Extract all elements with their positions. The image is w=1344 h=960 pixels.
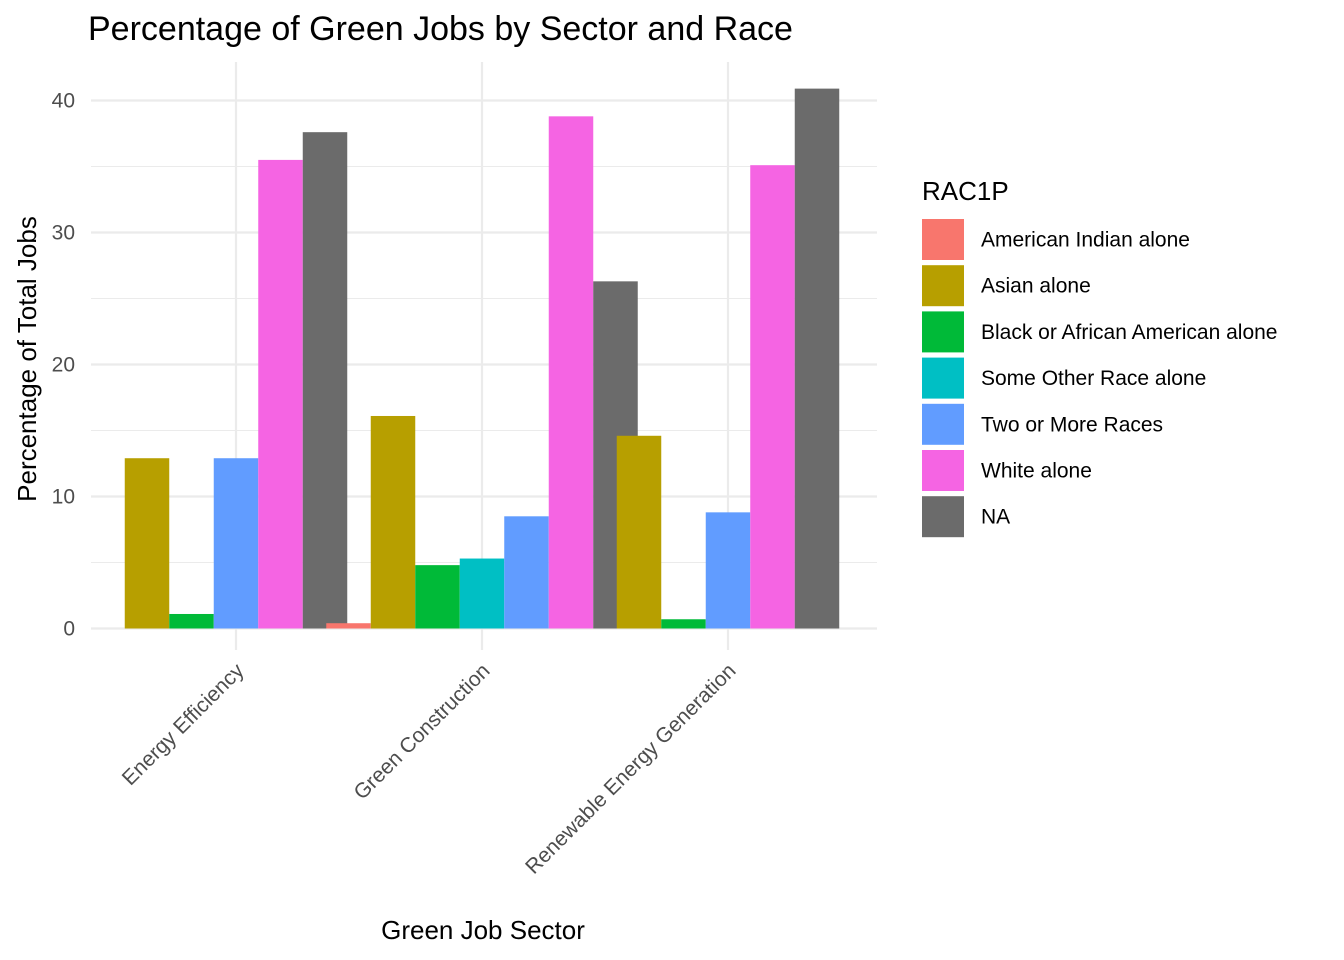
bar-energy-efficiency-asian-alone — [124, 458, 170, 629]
legend-key-two-or-more-races — [922, 403, 964, 445]
y-tick-label: 0 — [63, 618, 75, 641]
x-tick-label: Renewable Energy Generation — [521, 659, 740, 878]
legend-label: American Indian alone — [981, 229, 1190, 252]
legend-key-white-alone — [922, 450, 964, 491]
bar-energy-efficiency-white-alone — [258, 159, 303, 629]
bar-energy-efficiency-two-or-more-races — [213, 458, 259, 629]
y-tick-label: 40 — [52, 90, 75, 113]
x-axis-title: Green Job Sector — [381, 915, 585, 945]
legend-key-black-or-african-american-alone — [922, 311, 964, 353]
y-tick-label: 10 — [52, 486, 75, 509]
x-tick-label: Green Construction — [350, 659, 495, 804]
legend-key-some-other-race-alone — [922, 357, 964, 399]
legend-label: NA — [981, 506, 1010, 529]
bars — [124, 88, 840, 629]
y-axis-ticks: 0 10 20 30 40 — [52, 90, 75, 641]
bar-energy-efficiency-black-or-african-american-alone — [169, 613, 214, 629]
legend-label: White alone — [981, 460, 1092, 483]
y-axis-title: Percentage of Total Jobs — [12, 216, 42, 502]
bar-green-construction-asian-alone — [370, 415, 416, 629]
legend-key-asian-alone — [922, 265, 964, 307]
legend-key-na — [922, 496, 964, 538]
legend-title: RAC1P — [922, 176, 1009, 206]
bar-renewable-energy-generation-two-or-more-races — [705, 512, 751, 629]
y-tick-label: 30 — [52, 222, 75, 245]
bar-green-construction-american-indian-alone — [326, 623, 371, 629]
chart-title: Percentage of Green Jobs by Sector and R… — [88, 10, 793, 48]
bar-energy-efficiency-na — [302, 132, 348, 629]
bar-green-construction-two-or-more-races — [504, 516, 549, 629]
bar-renewable-energy-generation-white-alone — [750, 165, 795, 629]
bar-renewable-energy-generation-na — [794, 88, 840, 629]
bar-renewable-energy-generation-black-or-african-american-alone — [661, 619, 706, 629]
legend-key-american-indian-alone — [922, 219, 964, 260]
legend-label: Some Other Race alone — [981, 367, 1206, 390]
legend-label: Black or African American alone — [981, 321, 1277, 344]
legend: RAC1P American Indian alone Asian alone Bl… — [922, 176, 1277, 538]
y-tick-label: 20 — [52, 354, 75, 377]
bar-green-construction-white-alone — [548, 116, 594, 629]
legend-label: Two or More Races — [981, 413, 1163, 436]
bar-green-construction-some-other-race-alone — [459, 558, 505, 629]
x-axis-ticks: Energy Efficiency Green Construction Renew… — [118, 659, 741, 879]
legend-label: Asian alone — [981, 275, 1091, 298]
x-tick-label: Energy Efficiency — [118, 659, 249, 790]
bar-renewable-energy-generation-asian-alone — [616, 435, 662, 629]
bar-green-construction-black-or-african-american-alone — [415, 565, 460, 629]
